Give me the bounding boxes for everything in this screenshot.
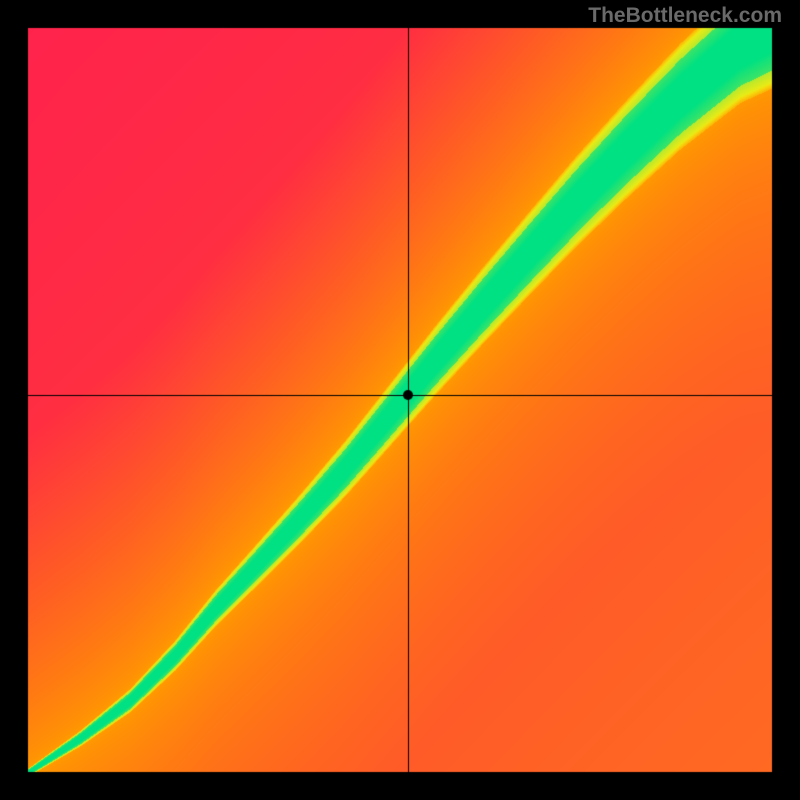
watermark: TheBottleneck.com [588,4,782,28]
bottleneck-heatmap [0,0,800,800]
